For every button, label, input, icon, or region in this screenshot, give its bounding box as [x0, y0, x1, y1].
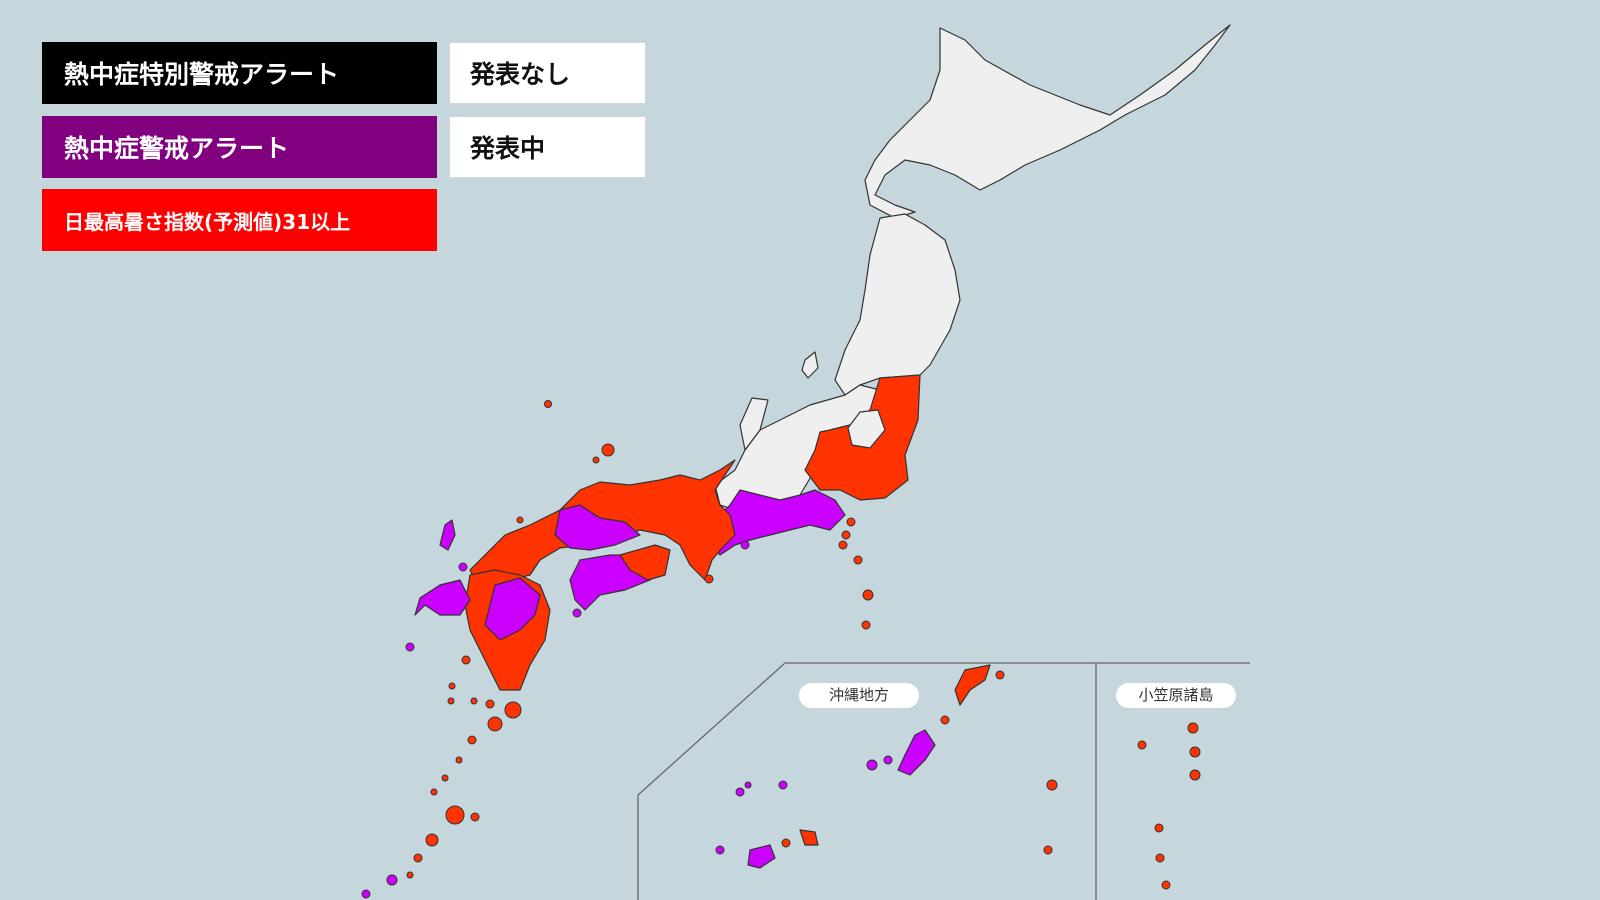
island-dot	[1043, 845, 1053, 855]
legend-special-alert: 熱中症特別警戒アラート	[42, 42, 437, 104]
island-dot	[516, 516, 524, 524]
region-shikoku-red	[619, 544, 671, 581]
island-dot	[572, 608, 582, 618]
region-noto	[739, 397, 769, 451]
island-dot	[470, 812, 480, 822]
island-dot	[744, 781, 752, 789]
island-dot	[1187, 722, 1199, 734]
island-dot	[405, 642, 415, 652]
island-dot	[883, 755, 893, 765]
island-dot	[1137, 740, 1147, 750]
island-dot	[740, 540, 750, 550]
island-dot	[425, 833, 439, 847]
island-dot	[430, 788, 438, 796]
island-dot	[841, 530, 851, 540]
island-dot	[458, 562, 468, 572]
status-alert-text: 発表中	[470, 134, 546, 163]
status-special-alert: 発表なし	[449, 42, 646, 104]
island-dot	[592, 456, 600, 464]
island-dot	[862, 589, 874, 601]
inset-label-okinawa: 沖縄地方	[799, 683, 919, 708]
island-dot	[601, 443, 615, 457]
island-okinawa-main	[897, 729, 936, 776]
status-special-alert-text: 発表なし	[470, 60, 571, 89]
region-nagasaki-purple	[414, 579, 471, 616]
island-dot	[735, 787, 745, 797]
island-dot	[838, 540, 848, 550]
legend-special-alert-label: 熱中症特別警戒アラート	[64, 60, 340, 89]
island-dot	[544, 400, 552, 408]
island-dot	[487, 716, 503, 732]
island-dot	[1189, 746, 1201, 758]
inset-label-ogasawara: 小笠原諸島	[1116, 683, 1236, 708]
island-dot	[1154, 823, 1164, 833]
region-hokkaido	[864, 24, 1231, 219]
island-dot	[1046, 779, 1058, 791]
island-amami	[954, 664, 991, 706]
island-dot	[715, 845, 725, 855]
island-dot	[447, 697, 455, 705]
legend-wbgt: 日最高暑さ指数(予測値)31以上	[42, 189, 437, 251]
island-dot	[940, 715, 950, 725]
region-chugoku-purple	[554, 504, 641, 551]
legend-wbgt-label: 日最高暑さ指数(予測値)31以上	[64, 209, 351, 234]
island-dot	[861, 620, 871, 630]
island-ishigaki	[747, 844, 776, 869]
island-dot	[445, 805, 465, 825]
island-dot	[386, 874, 398, 886]
region-kyushu-purple	[484, 577, 541, 641]
island-dot	[448, 682, 456, 690]
island-dot	[455, 756, 463, 764]
inset-frame	[637, 662, 1250, 900]
island-dot	[361, 889, 371, 899]
island-tsushima	[439, 519, 456, 551]
legend-alert-label: 熱中症警戒アラート	[64, 134, 290, 163]
region-kanto-white	[847, 409, 886, 449]
island-dot	[504, 701, 522, 719]
island-sado	[801, 351, 819, 379]
island-dot	[485, 699, 495, 709]
island-dot	[846, 517, 856, 527]
island-dot	[704, 574, 714, 584]
island-dot	[866, 759, 878, 771]
status-alert: 発表中	[449, 116, 646, 178]
island-dot	[413, 853, 423, 863]
island-miyako	[799, 829, 819, 846]
island-dot	[461, 655, 471, 665]
island-dot	[441, 774, 449, 782]
island-dot	[781, 838, 791, 848]
region-tohoku	[834, 213, 961, 396]
island-dot	[406, 871, 414, 879]
island-dot	[853, 555, 863, 565]
island-dot	[995, 670, 1005, 680]
island-dot	[467, 735, 477, 745]
island-dot	[1189, 769, 1201, 781]
island-dot	[778, 780, 788, 790]
island-dot	[1161, 880, 1171, 890]
island-dot	[1155, 853, 1165, 863]
island-dot	[470, 697, 478, 705]
legend-alert: 熱中症警戒アラート	[42, 116, 437, 178]
